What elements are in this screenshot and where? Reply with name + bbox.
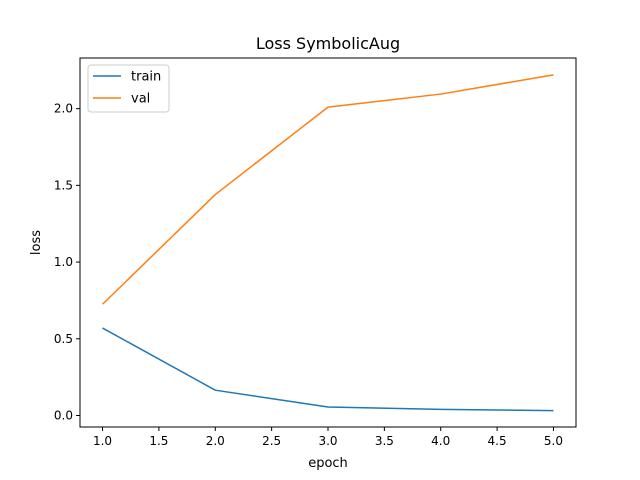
y-axis: 0.0 0.5 1.0 1.5 2.0 <box>54 102 80 422</box>
x-axis: 1.0 1.5 2.0 2.5 3.0 3.5 4.0 4.5 5.0 <box>93 427 563 448</box>
x-tick-label: 4.5 <box>488 434 507 448</box>
y-tick-label: 1.0 <box>54 255 73 269</box>
x-tick-label: 3.5 <box>375 434 394 448</box>
legend: train val <box>87 64 170 113</box>
x-tick-label: 2.0 <box>206 434 225 448</box>
x-tick-label: 4.0 <box>431 434 450 448</box>
legend-label-val: val <box>131 92 150 107</box>
series-line-val <box>102 74 554 305</box>
legend-label-train: train <box>131 70 161 85</box>
plot-area <box>79 57 577 428</box>
series-lines <box>102 74 554 412</box>
y-tick-label: 2.0 <box>54 102 73 116</box>
y-tick-label: 1.5 <box>54 178 73 192</box>
y-axis-label: loss <box>29 230 44 255</box>
x-tick-label: 5.0 <box>544 434 563 448</box>
x-tick-label: 3.0 <box>318 434 337 448</box>
axes-frame <box>79 57 577 428</box>
x-tick-label: 2.5 <box>262 434 281 448</box>
y-tick-label: 0.0 <box>54 408 73 422</box>
x-tick-label: 1.0 <box>93 434 112 448</box>
chart-title: Loss SymbolicAug <box>256 34 400 53</box>
series-line-train <box>102 327 554 412</box>
x-axis-label: epoch <box>308 456 348 471</box>
x-tick-label: 1.5 <box>149 434 168 448</box>
y-tick-label: 0.5 <box>54 332 73 346</box>
